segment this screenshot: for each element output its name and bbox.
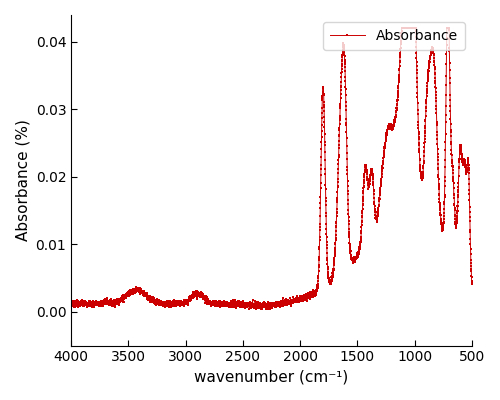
Absorbance: [213, 301, 219, 306]
Absorbance: [438, 216, 444, 221]
Absorbance: [469, 280, 475, 285]
Line: Absorbance: Absorbance: [70, 27, 473, 311]
X-axis label: wavenumber (cm⁻¹): wavenumber (cm⁻¹): [194, 370, 348, 385]
Absorbance: [257, 301, 263, 306]
Absorbance: [306, 293, 312, 298]
Absorbance: [68, 299, 74, 304]
Absorbance: [323, 203, 329, 208]
Absorbance: [398, 26, 404, 31]
Y-axis label: Absorbance (%): Absorbance (%): [15, 119, 30, 241]
Absorbance: [263, 307, 269, 312]
Legend: Absorbance: Absorbance: [323, 22, 465, 50]
Absorbance: [152, 300, 158, 305]
